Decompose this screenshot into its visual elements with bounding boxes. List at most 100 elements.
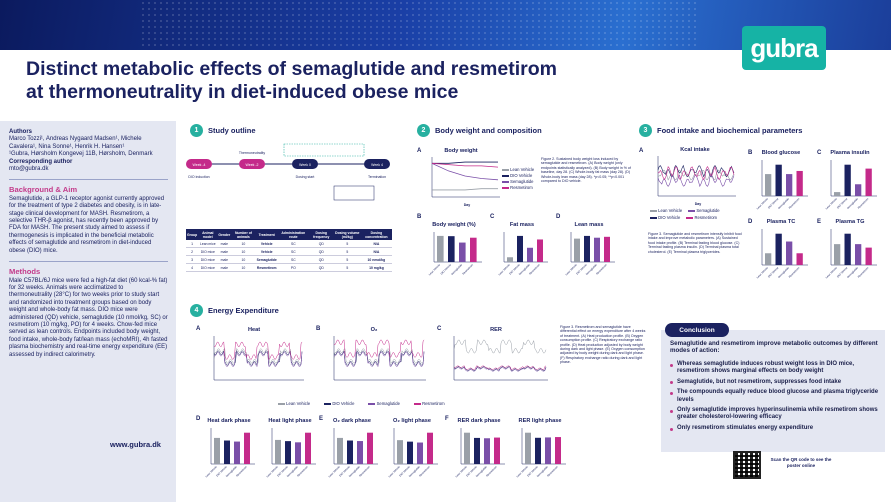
series-line — [657, 165, 735, 181]
bar — [484, 438, 490, 464]
bar — [604, 236, 610, 262]
series-line — [333, 348, 425, 364]
body-weight-legend: Lean Vehicle DIO Vehicle Semaglutide Res… — [502, 167, 534, 190]
bar — [855, 244, 862, 265]
table-cell: 5 — [333, 247, 361, 256]
table-cell: PO — [277, 263, 309, 272]
table-cell: Vehicle — [255, 240, 278, 248]
table-cell: DIO mice — [198, 263, 218, 272]
bar — [367, 432, 373, 464]
table-cell: QD — [308, 263, 334, 272]
bar — [357, 441, 363, 464]
table-header: Dosing volume (ml/kg) — [333, 229, 361, 240]
bar — [275, 439, 281, 464]
series-line — [657, 164, 735, 178]
conclusion-point: The compounds equally reduce blood gluco… — [670, 389, 882, 403]
chart-title: Blood glucose — [761, 150, 801, 156]
table-header: Treatment — [255, 229, 278, 240]
chart-title: O₂ dark phase — [333, 418, 371, 424]
series-line — [213, 351, 303, 368]
table-header: Dosing frequency — [308, 229, 334, 240]
timeline-label: Thermoneutrality — [239, 151, 266, 155]
series-line — [453, 367, 547, 372]
timeline-label: Dosing start — [296, 175, 315, 179]
background-heading: Background & Aim — [9, 185, 78, 195]
section-body-weight: 2 Body weight and composition — [417, 124, 542, 137]
gubra-logo: gubra — [742, 26, 826, 70]
table-cell: 10 nmol/kg — [360, 255, 392, 264]
series-line — [213, 341, 303, 360]
bar — [865, 168, 872, 196]
figure-3-caption: Figure 3. Semaglutide and resmetirom int… — [648, 232, 742, 254]
bar — [234, 441, 240, 464]
energy-legend: Lean Vehicle DIO Vehicle Semaglutide Res… — [278, 401, 445, 406]
bar — [765, 174, 772, 196]
series-line — [432, 161, 498, 164]
conclusion-box: Conclusion Semaglutide and resmetirom im… — [661, 323, 885, 452]
table-header: Administration route — [277, 229, 309, 240]
bar — [844, 233, 851, 265]
bar — [796, 170, 803, 196]
bar — [535, 437, 541, 464]
tick-label: Resmetirom — [857, 266, 870, 279]
timeline-week: Week 0 — [299, 163, 311, 167]
conclusion-intro: Semaglutide and resmetirom improve metab… — [670, 340, 878, 355]
bar — [474, 437, 480, 464]
rer-title: RER — [490, 327, 502, 333]
series-line — [453, 366, 547, 371]
tick-label: Resmetirom — [461, 263, 474, 276]
heat-title: Heat — [247, 327, 261, 333]
series-line — [453, 339, 547, 354]
table-cell: 10 mg/kg — [360, 263, 392, 272]
sidebar: Authors Marco Tozzi¹, Andreas Nygaard Ma… — [0, 121, 176, 502]
table-cell: male — [217, 247, 232, 256]
website-link[interactable]: www.gubra.dk — [110, 440, 161, 449]
kcal-title: Kcal intake — [680, 147, 710, 153]
poster-title: Distinct metabolic effects of semaglutid… — [26, 58, 557, 103]
bar — [796, 253, 803, 265]
chart-title: Heat dark phase — [207, 418, 251, 424]
bar — [584, 235, 590, 262]
series-line — [333, 351, 425, 368]
o2-title: O₂ — [370, 327, 378, 333]
tick-label: Resmetirom — [528, 263, 541, 276]
qr-caption: Scan the QR code to see the poster onlin… — [770, 457, 832, 468]
table-row: 1 Lean mice male 10 Vehicle SC QD 5 N/A — [186, 240, 392, 248]
conclusion-point: Only semaglutide improves hyperinsulinem… — [670, 407, 882, 421]
bar — [594, 237, 600, 262]
body-weight-title: Body weight — [444, 148, 478, 154]
table-row: 4 DIO mice male 10 Resmetirom PO QD 5 10 mg/kg — [186, 263, 392, 272]
table-cell: male — [217, 240, 232, 248]
bar — [337, 437, 343, 464]
chart-title: RER light phase — [518, 418, 562, 424]
timeline-step — [364, 159, 390, 169]
table-header: Dosing concentration — [360, 229, 392, 240]
bar — [507, 257, 513, 262]
bar — [865, 247, 872, 265]
corresponding-heading: Corresponding author — [9, 158, 73, 165]
bar — [765, 253, 772, 265]
bar — [417, 442, 423, 464]
table-header: Number of animals — [231, 229, 256, 240]
tick-label: Resmetirom — [857, 197, 870, 210]
tick-label: Resmetirom — [296, 465, 309, 478]
series-line — [431, 162, 499, 168]
bar — [448, 236, 455, 262]
conclusion-point: Only resmetirom stimulates energy expend… — [670, 425, 882, 432]
qr-code[interactable] — [733, 451, 761, 479]
table-cell: N/A — [360, 240, 392, 248]
bar — [305, 432, 311, 464]
series-line — [431, 162, 499, 181]
table-cell: Vehicle — [255, 247, 278, 256]
corresponding-email[interactable]: mto@gubra.dk — [9, 166, 49, 173]
timeline-step — [292, 159, 318, 169]
bar — [525, 432, 531, 464]
chart-title: Body weight (%) — [432, 222, 476, 228]
